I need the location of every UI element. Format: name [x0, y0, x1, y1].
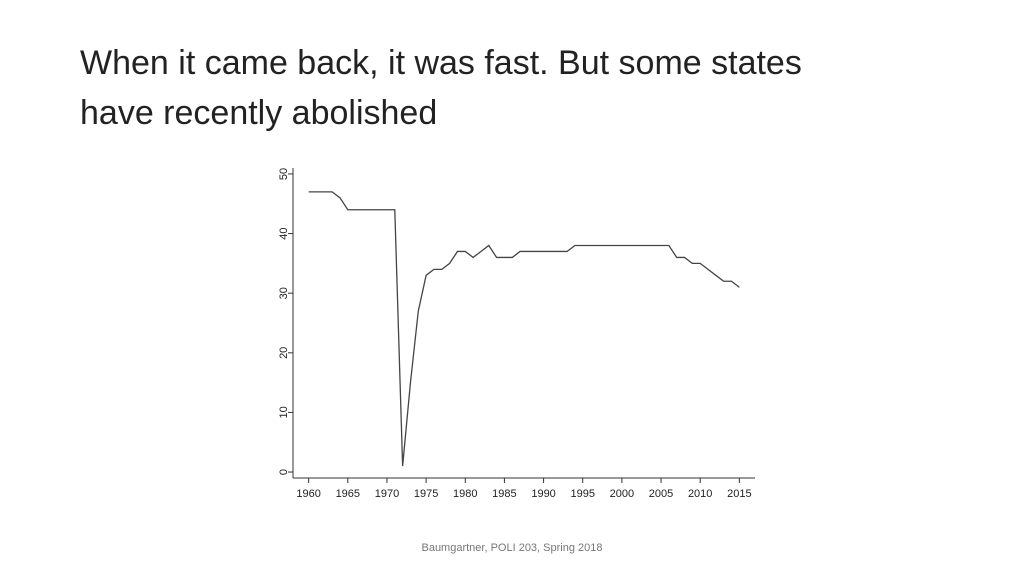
y-tick-label: 0 — [278, 469, 290, 475]
slide-footer: Baumgartner, POLI 203, Spring 2018 — [421, 542, 603, 554]
x-tick-label: 2010 — [688, 488, 712, 500]
slide-title: When it came back, it was fast. But some… — [80, 44, 802, 132]
x-tick-label: 1990 — [531, 488, 555, 500]
y-tick-label: 20 — [278, 347, 290, 359]
x-tick-label: 1980 — [453, 488, 477, 500]
x-tick-label: 1960 — [296, 488, 320, 500]
x-tick-label: 1975 — [414, 488, 438, 500]
x-tick-label: 1970 — [375, 488, 399, 500]
x-tick-label: 1985 — [492, 488, 516, 500]
x-tick-label: 2000 — [610, 488, 634, 500]
y-tick-label: 10 — [278, 406, 290, 418]
y-tick-label: 30 — [278, 287, 290, 299]
x-tick-label: 1965 — [336, 488, 360, 500]
data-line — [308, 191, 740, 467]
x-tick-label: 1995 — [570, 488, 594, 500]
x-tick-label: 2015 — [727, 488, 751, 500]
y-tick-label: 50 — [278, 168, 290, 180]
y-tick-label: 40 — [278, 227, 290, 239]
x-tick-label: 2005 — [649, 488, 673, 500]
